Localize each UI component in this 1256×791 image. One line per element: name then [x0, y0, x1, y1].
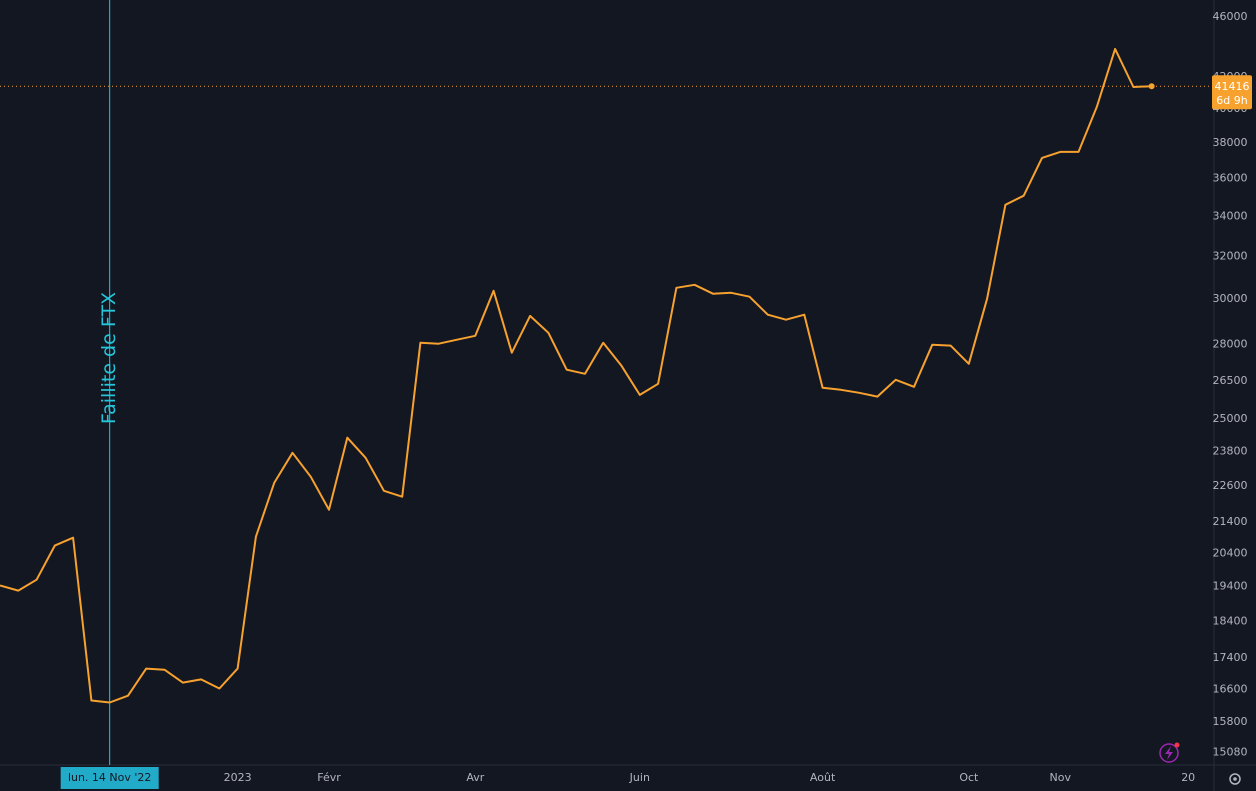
crosshair-label-bg — [60, 767, 159, 789]
y-tick-label: 22600 — [1213, 479, 1248, 492]
icon-dot — [1174, 742, 1180, 748]
countdown-label: 6d 9h — [1216, 94, 1247, 107]
y-tick-label: 23800 — [1213, 445, 1248, 458]
x-tick-label: Août — [810, 771, 836, 784]
y-tick-label: 20400 — [1213, 546, 1248, 559]
y-tick-label: 21400 — [1213, 515, 1248, 528]
crosshair-label: lun. 14 Nov '22 — [68, 771, 151, 784]
price-line — [0, 47, 1152, 704]
gear-hub — [1233, 777, 1237, 781]
x-tick-label: Nov — [1050, 771, 1072, 784]
icon-bolt — [1165, 746, 1173, 760]
x-tick-label: Avr — [466, 771, 484, 784]
gear-ring — [1229, 773, 1241, 785]
icon-ring — [1159, 743, 1179, 763]
y-tick-label: 15800 — [1213, 715, 1248, 728]
y-tick-label: 46000 — [1213, 10, 1248, 23]
last-price-dot — [1148, 83, 1155, 90]
y-tick-label: 18400 — [1213, 614, 1248, 627]
y-tick-label: 17400 — [1213, 651, 1248, 664]
x-tick-label: Févr — [317, 771, 341, 784]
y-tick-label: 30000 — [1213, 292, 1248, 305]
y-tick-label: 19400 — [1213, 579, 1248, 592]
price-label-bg — [1212, 75, 1252, 110]
settings-icon[interactable] — [1229, 773, 1241, 785]
x-tick-label: Oct — [959, 771, 979, 784]
annotation: Faillite de FTX — [98, 292, 120, 424]
y-tick-label: 28000 — [1213, 337, 1248, 350]
y-tick-label: 25000 — [1213, 412, 1248, 425]
y-tick-label: 15080 — [1213, 746, 1248, 759]
y-tick-label: 36000 — [1213, 172, 1248, 185]
y-tick-label: 32000 — [1213, 249, 1248, 262]
x-tick-label: 20 — [1181, 771, 1195, 784]
lightning-icon[interactable] — [1159, 742, 1180, 763]
y-tick-label: 38000 — [1213, 136, 1248, 149]
y-tick-label: 16600 — [1213, 682, 1248, 695]
price-label: 41416 — [1215, 80, 1250, 93]
y-tick-label: 26500 — [1213, 374, 1248, 387]
x-tick-label: Juin — [629, 771, 650, 784]
x-tick-label: 2023 — [224, 771, 252, 784]
y-tick-label: 34000 — [1213, 209, 1248, 222]
